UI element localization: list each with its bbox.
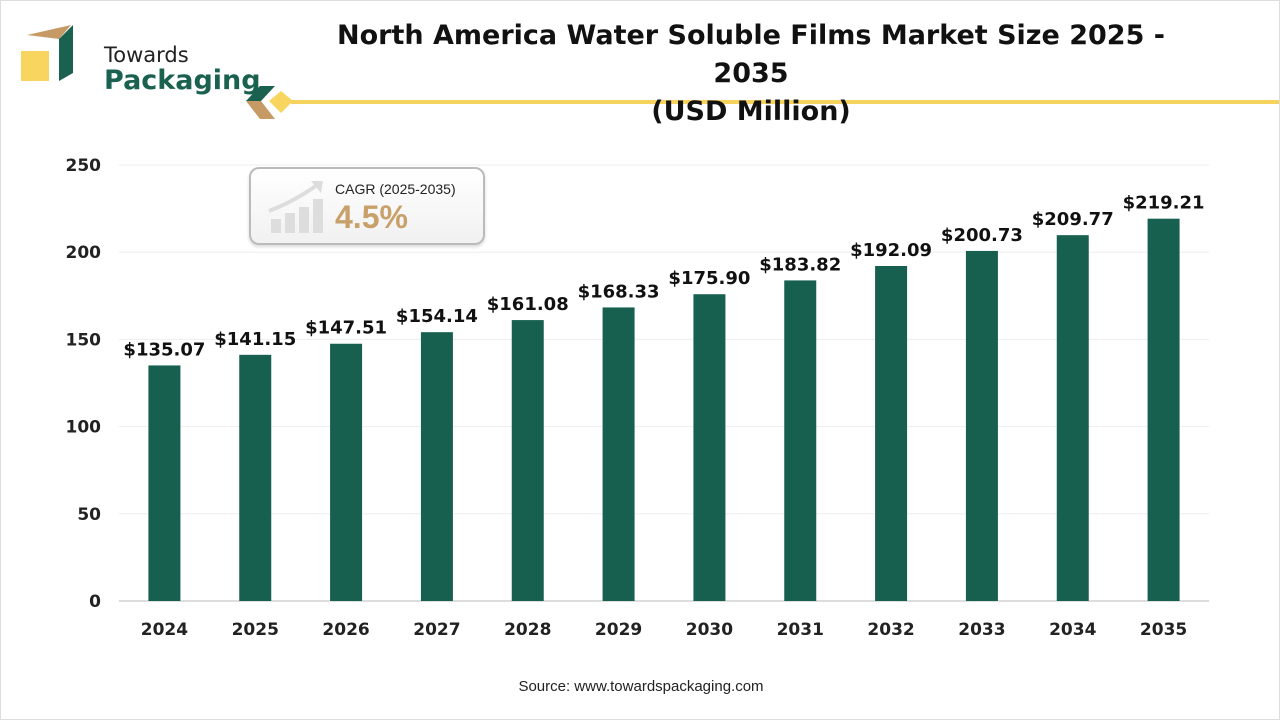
data-label: $183.82 — [759, 254, 841, 275]
x-tick-label: 2031 — [777, 620, 824, 640]
x-tick-label: 2029 — [595, 620, 642, 640]
data-label: $147.51 — [305, 318, 387, 339]
bar — [239, 354, 272, 601]
diamond-accent-icon — [246, 86, 293, 119]
data-label: $219.21 — [1123, 193, 1205, 214]
title-line2: (USD Million) — [651, 96, 851, 127]
bar — [875, 265, 908, 601]
data-label: $192.09 — [850, 240, 932, 261]
data-label: $141.15 — [214, 329, 296, 350]
data-label: $161.08 — [487, 294, 569, 315]
y-tick-label: 0 — [89, 592, 101, 612]
data-label: $168.33 — [578, 281, 660, 302]
box-logo-icon — [21, 25, 73, 81]
x-tick-label: 2024 — [141, 620, 188, 640]
x-tick-label: 2032 — [867, 620, 914, 640]
x-tick-label: 2033 — [958, 620, 1005, 640]
bar — [330, 343, 363, 601]
x-tick-label: 2034 — [1049, 620, 1096, 640]
data-label: $209.77 — [1032, 209, 1114, 230]
bar — [1147, 218, 1180, 601]
bar — [148, 365, 181, 601]
bar — [693, 294, 726, 601]
brand-logo: Towards Packaging — [19, 23, 261, 96]
y-tick-label: 200 — [66, 243, 102, 263]
data-label: $175.90 — [668, 268, 750, 289]
y-tick-label: 150 — [66, 330, 102, 350]
data-label: $200.73 — [941, 225, 1023, 246]
bar — [602, 307, 635, 601]
bar — [511, 320, 544, 601]
cagr-value: 4.5% — [335, 199, 408, 235]
title-line1: North America Water Soluble Films Market… — [337, 20, 1165, 89]
x-tick-label: 2027 — [413, 620, 460, 640]
cagr-label: CAGR (2025-2035) — [335, 181, 456, 197]
brand-line1: Towards — [104, 43, 189, 67]
data-label: $135.07 — [123, 339, 205, 360]
growth-chart-icon — [268, 181, 323, 233]
title-rule — [291, 100, 1279, 104]
y-tick-label: 50 — [77, 505, 101, 525]
brand-line2: Packaging — [104, 65, 261, 96]
bar — [1056, 235, 1089, 601]
data-label: $154.14 — [396, 306, 478, 327]
x-tick-label: 2030 — [686, 620, 733, 640]
bar — [965, 250, 998, 601]
x-tick-label: 2028 — [504, 620, 551, 640]
source-note: Source: www.towardspackaging.com — [518, 678, 764, 695]
y-tick-label: 250 — [66, 156, 102, 176]
bar — [784, 280, 817, 601]
chart-title: North America Water Soluble Films Market… — [301, 17, 1201, 131]
bar — [420, 332, 453, 601]
x-tick-label: 2025 — [232, 620, 279, 640]
y-tick-label: 100 — [66, 418, 102, 438]
x-tick-label: 2026 — [322, 620, 369, 640]
cagr-box: CAGR (2025-2035) 4.5% — [249, 167, 485, 245]
x-tick-label: 2035 — [1140, 620, 1187, 640]
